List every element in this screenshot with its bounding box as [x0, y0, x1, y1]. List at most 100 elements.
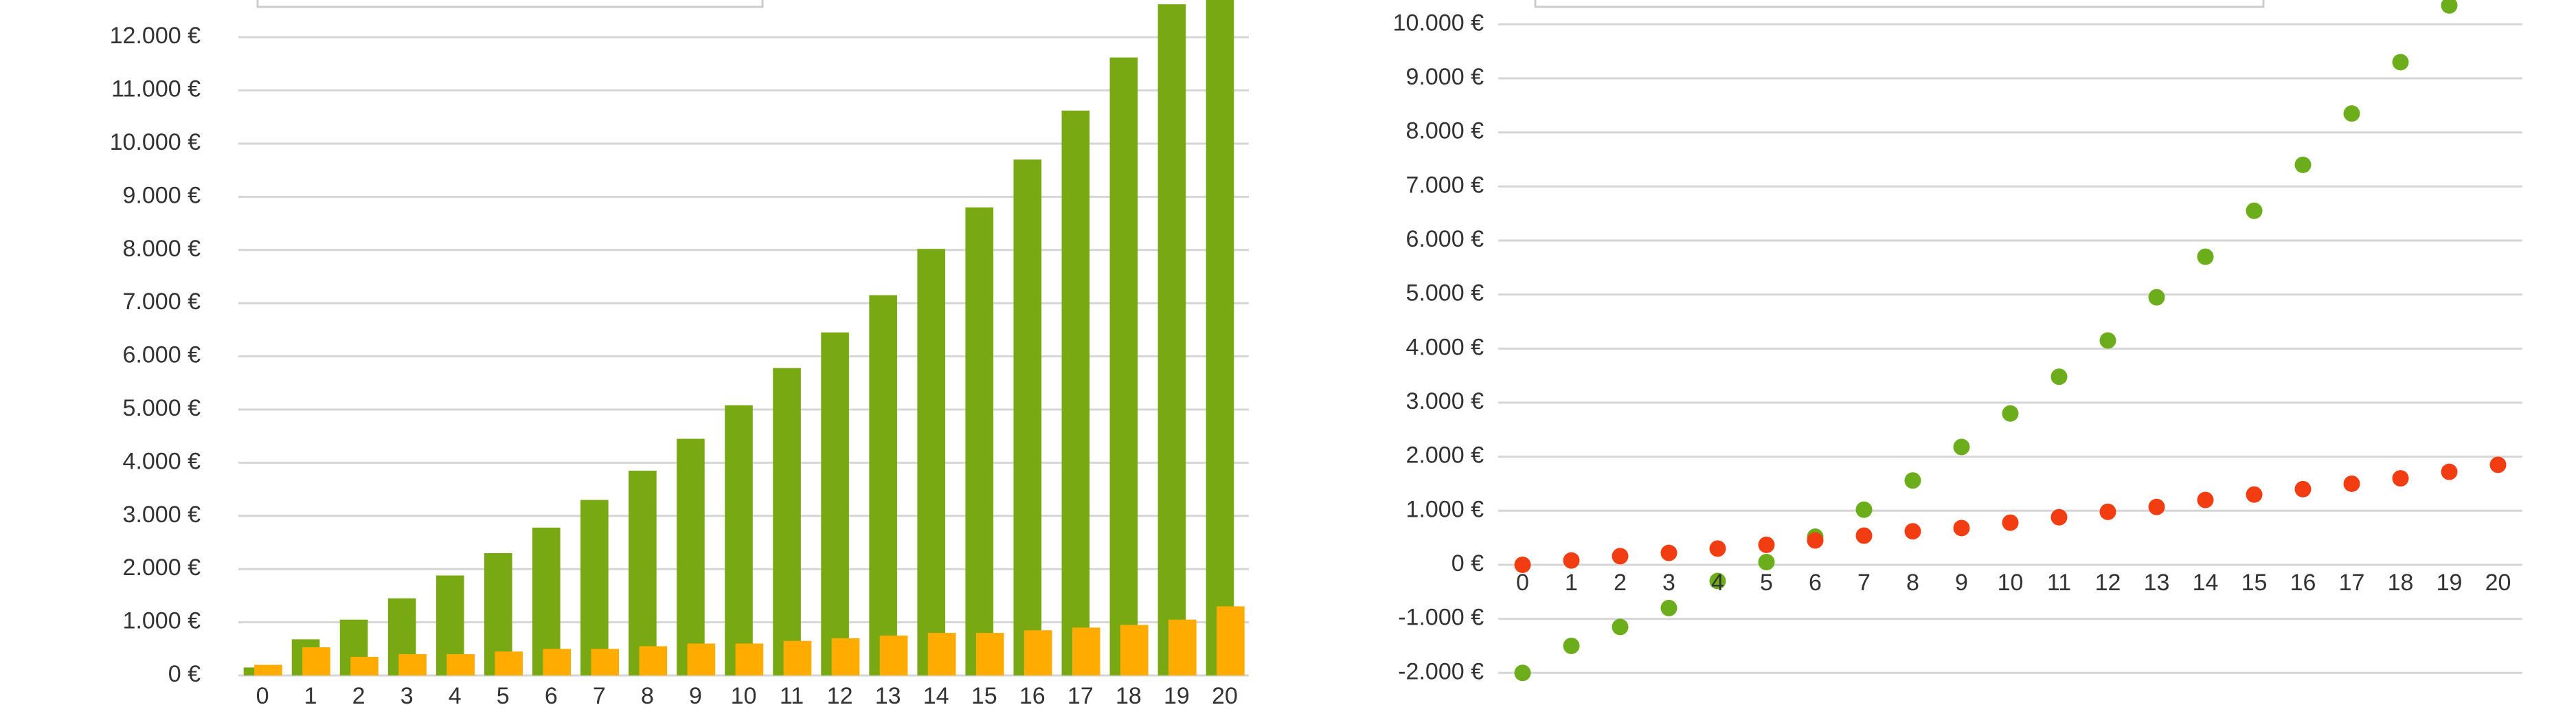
y-tick-label: -2.000 €	[1398, 658, 1484, 684]
y-tick-label: 0 €	[1451, 550, 1484, 577]
y-tick-label: 7.000 €	[1406, 172, 1484, 198]
legend-box	[1534, 0, 2265, 8]
y-tick-label: 9.000 €	[1406, 64, 1484, 90]
bar	[783, 640, 812, 675]
bar	[254, 664, 282, 675]
x-tick-label: 5	[497, 683, 510, 709]
bar	[917, 249, 945, 675]
dot	[2197, 491, 2214, 508]
x-tick-label: 14	[2193, 570, 2219, 596]
dot	[2002, 405, 2019, 422]
bar	[1024, 630, 1052, 675]
bar	[1157, 4, 1186, 675]
x-tick-label: 3	[400, 683, 414, 709]
dot	[1709, 572, 1726, 590]
dot	[2148, 498, 2165, 515]
dot	[2294, 480, 2312, 497]
dot	[1563, 637, 1580, 654]
x-tick-label: 14	[923, 683, 949, 709]
dot	[1904, 523, 1921, 540]
x-tick-label: 10	[731, 683, 757, 709]
x-tick-label: 1	[304, 683, 317, 709]
bar	[580, 500, 609, 675]
x-tick-label: 1	[1565, 570, 1578, 596]
bar	[735, 643, 764, 675]
bar	[725, 405, 753, 675]
dot	[2294, 156, 2312, 173]
dot	[1612, 548, 1629, 565]
y-tick-label: 8.000 €	[1406, 118, 1484, 144]
x-tick-label: 8	[641, 683, 654, 709]
y-tick-label: 10.000 €	[110, 129, 201, 155]
dot	[1855, 501, 1873, 518]
x-tick-label: 19	[1164, 683, 1190, 709]
dot	[1855, 527, 1873, 544]
x-tick-label: 2	[1614, 570, 1627, 596]
bar	[965, 207, 994, 675]
dot	[1709, 540, 1726, 557]
bar	[543, 649, 572, 675]
dot	[2148, 289, 2165, 306]
x-tick-label: 19	[2437, 570, 2463, 596]
y-tick-label: 5.000 €	[1406, 280, 1484, 306]
x-tick-label: 10	[1998, 570, 2024, 596]
x-tick-label: 11	[2047, 570, 2071, 596]
x-tick-label: 4	[1711, 570, 1724, 596]
bar	[821, 332, 849, 675]
bar	[447, 654, 475, 675]
x-tick-label: 6	[1809, 570, 1822, 596]
bar	[1072, 627, 1100, 675]
x-tick-label: 12	[827, 683, 853, 709]
x-tick-label: 0	[1516, 570, 1529, 596]
dot	[1758, 536, 1775, 553]
x-tick-label: 8	[1906, 570, 1919, 596]
y-tick-label: 1.000 €	[1406, 496, 1484, 522]
bar	[629, 471, 657, 675]
bar	[1206, 0, 1234, 676]
dot	[2441, 463, 2458, 480]
bar	[1168, 619, 1197, 675]
bar	[677, 438, 705, 675]
dot	[1904, 472, 1921, 489]
bar	[1013, 159, 1042, 676]
y-tick-label: 12.000 €	[110, 23, 201, 49]
y-tick-label: 3.000 €	[123, 502, 201, 528]
x-tick-label: 20	[2485, 570, 2511, 596]
dot	[2002, 514, 2019, 531]
dot	[2246, 486, 2263, 503]
x-tick-label: 7	[593, 683, 606, 709]
y-tick-label: 6.000 €	[1406, 226, 1484, 252]
x-tick-label: 9	[1955, 570, 1968, 596]
y-tick-label: 1.000 €	[123, 608, 201, 634]
dot	[2489, 456, 2507, 473]
dot	[2050, 368, 2068, 385]
bar	[398, 654, 427, 675]
y-tick-label: 7.000 €	[123, 289, 201, 315]
bar	[639, 646, 668, 675]
y-tick-label: 11.000 €	[111, 76, 201, 102]
bar	[1217, 606, 1245, 675]
dot	[1953, 438, 1970, 456]
bar	[773, 368, 801, 675]
x-tick-label: 6	[545, 683, 558, 709]
dot	[2099, 332, 2116, 349]
dot	[1660, 599, 1677, 616]
bar	[1109, 57, 1138, 676]
dot	[1758, 554, 1775, 571]
dot	[2246, 202, 2263, 219]
x-tick-label: 20	[1212, 683, 1238, 709]
y-tick-label: -1.000 €	[1398, 605, 1484, 631]
x-tick-label: 15	[971, 683, 997, 709]
bar	[1061, 110, 1090, 676]
x-tick-label: 9	[689, 683, 702, 709]
bar	[879, 635, 908, 675]
x-tick-label: 13	[875, 683, 901, 709]
dot	[2343, 105, 2360, 122]
x-tick-label: 12	[2095, 570, 2121, 596]
dot	[1807, 532, 1824, 549]
plot	[243, 0, 1245, 676]
y-tick-label: 3.000 €	[1406, 388, 1484, 414]
bar	[302, 647, 330, 675]
x-tick-label: 7	[1857, 570, 1871, 596]
